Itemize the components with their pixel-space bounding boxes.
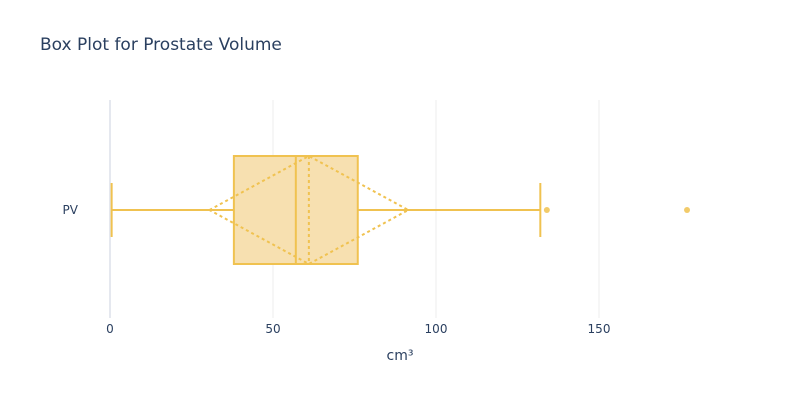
box-layer	[110, 154, 691, 266]
outlier-point	[543, 207, 550, 213]
outlier-point	[684, 207, 691, 213]
x-tick-label: 150	[588, 322, 611, 336]
y-category-labels: PV	[63, 203, 79, 217]
x-tick-labels: 0 50 100 150	[106, 322, 610, 336]
chart-title: Box Plot for Prostate Volume	[40, 35, 282, 55]
y-category-label: PV	[63, 203, 79, 217]
x-tick-label: 0	[106, 322, 114, 336]
x-tick-label: 50	[265, 322, 280, 336]
x-tick-label: 100	[425, 322, 448, 336]
x-axis-title: cm³	[387, 348, 414, 364]
